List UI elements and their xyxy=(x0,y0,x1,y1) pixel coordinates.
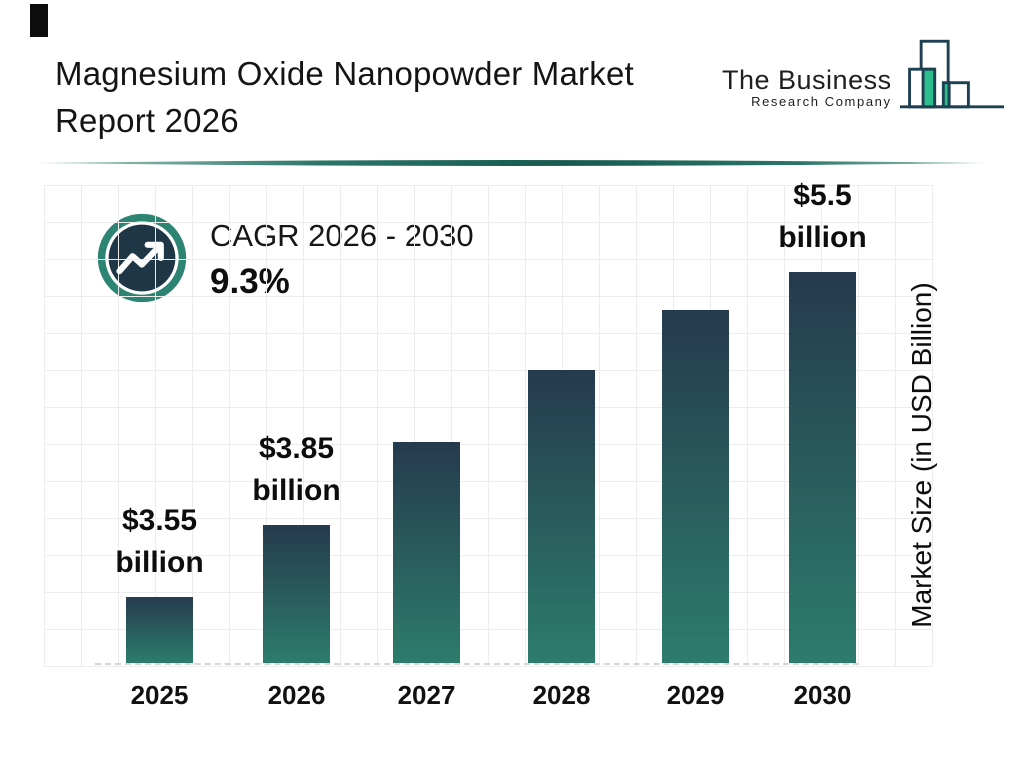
company-logo-text: The Business Research Company xyxy=(722,66,892,110)
bar-chart: $3.55 billion 2025 $3.85 billion 2026 20… xyxy=(44,179,933,710)
bar-value-label: $5.5 billion xyxy=(778,179,867,254)
bar-group-2028: 2028 xyxy=(528,370,595,710)
bar-2026 xyxy=(263,525,330,663)
company-logo: The Business Research Company xyxy=(722,38,1006,112)
page-title-line1: Magnesium Oxide Nanopowder Market xyxy=(55,55,634,92)
corner-mark xyxy=(30,4,48,37)
page-title-line2: Report 2026 xyxy=(55,102,239,139)
bar-group-2025: $3.55 billion 2025 xyxy=(115,504,203,710)
x-tick-2030: 2030 xyxy=(793,680,852,710)
x-tick-2025: 2025 xyxy=(130,680,189,710)
bar-group-2027: 2027 xyxy=(393,442,460,710)
company-subtitle: Research Company xyxy=(751,94,892,109)
x-tick-2026: 2026 xyxy=(267,680,326,710)
x-tick-2028: 2028 xyxy=(532,680,591,710)
bar-value-label: $3.85 billion xyxy=(252,432,341,507)
y-axis-label: Market Size (in USD Billion) xyxy=(906,282,937,628)
bar-2030 xyxy=(789,272,856,663)
bar-2029 xyxy=(662,310,729,663)
bar-group-2029: 2029 xyxy=(662,310,729,710)
bar-2028 xyxy=(528,370,595,663)
bar-2027 xyxy=(393,442,460,663)
logo-bars-icon xyxy=(899,39,1004,109)
bar-group-2026: $3.85 billion 2026 xyxy=(252,432,340,710)
bar-value-label: $3.55 billion xyxy=(115,504,204,579)
bar-2025 xyxy=(126,597,193,663)
divider-swoosh xyxy=(36,160,988,166)
x-tick-2029: 2029 xyxy=(666,680,725,710)
bar-group-2030: $5.5 billion 2030 xyxy=(778,179,866,710)
company-name: The Business xyxy=(722,65,892,95)
x-tick-2027: 2027 xyxy=(397,680,456,710)
page-title: Magnesium Oxide Nanopowder Market Report… xyxy=(55,50,634,144)
plot-area: $3.55 billion 2025 $3.85 billion 2026 20… xyxy=(95,179,867,710)
